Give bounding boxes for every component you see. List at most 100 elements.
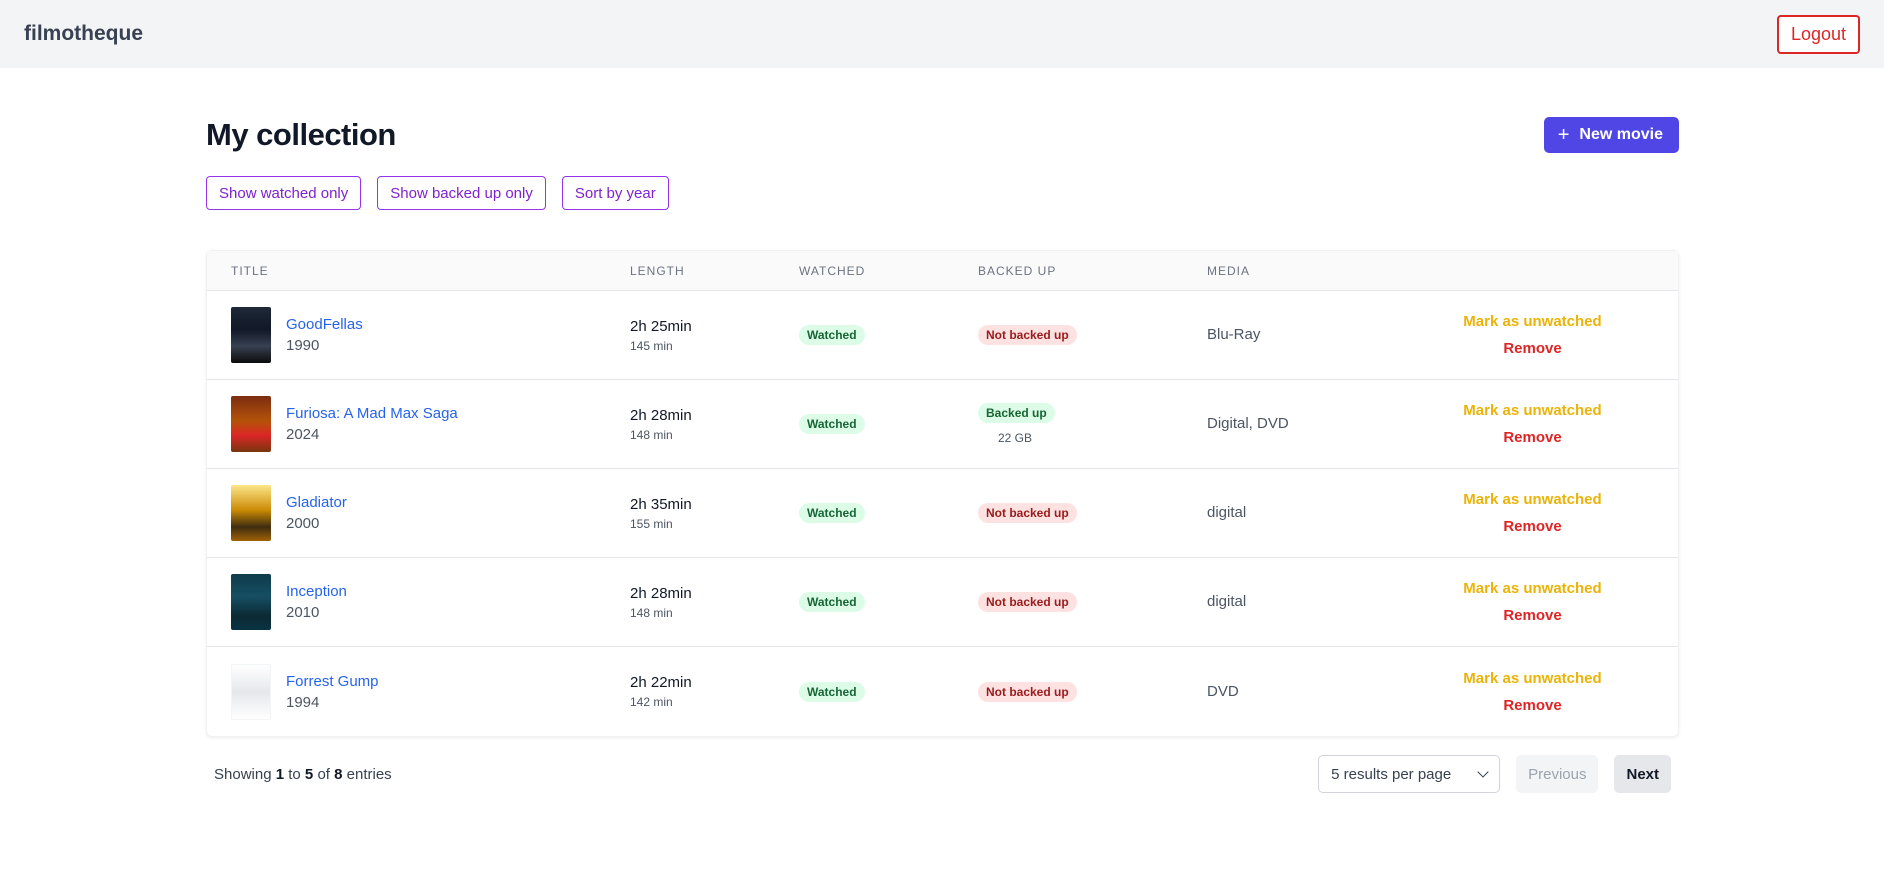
- movie-year: 1994: [286, 693, 320, 711]
- main-content: My collection + New movie Show watched o…: [206, 68, 1679, 793]
- remove-button[interactable]: Remove: [1503, 429, 1562, 446]
- backup-status-badge: Not backed up: [978, 325, 1077, 345]
- show-watched-only-button[interactable]: Show watched only: [206, 176, 362, 210]
- range-from: 1: [275, 765, 285, 783]
- total-entries: 8: [334, 765, 343, 783]
- chevron-down-icon: [1477, 766, 1489, 778]
- length-minutes: 148 min: [630, 427, 673, 442]
- watched-cell: Watched: [799, 503, 978, 523]
- brand-logo[interactable]: filmotheque: [24, 22, 143, 45]
- length-minutes: 142 min: [630, 695, 673, 709]
- backed-up-cell: Not backed up: [978, 681, 1207, 702]
- remove-button[interactable]: Remove: [1503, 518, 1562, 535]
- watched-badge: Watched: [799, 681, 865, 702]
- movie-poster: [231, 574, 271, 630]
- media-text: Blu-Ray: [1207, 326, 1261, 343]
- entries-word: entries: [346, 765, 392, 783]
- actions-cell: Mark as unwatched Remove: [1387, 580, 1678, 624]
- title-cell: Forrest Gump 1994: [207, 663, 630, 720]
- table-header: TITLE LENGTH WATCHED BACKED UP MEDIA: [207, 251, 1678, 291]
- length-cell: 2h 22min 142 min: [630, 674, 799, 709]
- media-cell: digital: [1207, 593, 1387, 611]
- remove-button[interactable]: Remove: [1503, 696, 1562, 714]
- backed-up-cell: Not backed up: [978, 592, 1207, 612]
- previous-button[interactable]: Previous: [1516, 755, 1599, 793]
- watched-cell: Watched: [799, 414, 978, 434]
- movie-title-link[interactable]: Inception: [286, 583, 347, 600]
- movie-poster: [231, 307, 271, 363]
- entries-summary: Showing 1 to 5 of 8 entries: [214, 766, 392, 783]
- watched-cell: Watched: [799, 325, 978, 345]
- movies-table: TITLE LENGTH WATCHED BACKED UP MEDIA Goo…: [206, 250, 1679, 737]
- watched-cell: Watched: [799, 592, 978, 612]
- backup-status-badge: Not backed up: [978, 681, 1077, 702]
- pager: 5 results per page Previous Next: [1318, 755, 1671, 793]
- length-minutes: 148 min: [630, 605, 673, 620]
- page-title: My collection: [206, 117, 396, 152]
- length-cell: 2h 25min 145 min: [630, 318, 799, 353]
- table-row: GoodFellas 1990 2h 25min 145 min Watched…: [207, 291, 1678, 380]
- backed-up-cell: Not backed up: [978, 503, 1207, 523]
- watched-badge: Watched: [799, 325, 865, 345]
- media-cell: Digital, DVD: [1207, 415, 1387, 433]
- media-cell: Blu-Ray: [1207, 326, 1387, 344]
- header-length: LENGTH: [630, 263, 685, 278]
- backup-size: 22 GB: [998, 431, 1033, 445]
- showing-prefix: Showing: [214, 765, 272, 783]
- per-page-select[interactable]: 5 results per page: [1318, 755, 1501, 793]
- sort-by-year-button[interactable]: Sort by year: [561, 176, 669, 210]
- movie-poster: [231, 485, 271, 541]
- title-cell: GoodFellas 1990: [207, 307, 630, 363]
- backup-status-badge: Not backed up: [978, 592, 1077, 612]
- length-formatted: 2h 28min: [630, 406, 692, 424]
- backed-up-cell: Not backed up: [978, 325, 1207, 345]
- length-formatted: 2h 25min: [630, 317, 692, 335]
- title-cell: Furiosa: A Mad Max Saga 2024: [207, 396, 630, 452]
- mark-unwatched-button[interactable]: Mark as unwatched: [1463, 580, 1602, 597]
- remove-button[interactable]: Remove: [1503, 340, 1562, 357]
- backup-status-badge: Backed up: [978, 403, 1055, 423]
- next-button[interactable]: Next: [1614, 755, 1671, 793]
- plus-icon: +: [1557, 124, 1570, 146]
- length-formatted: 2h 28min: [630, 584, 692, 602]
- actions-cell: Mark as unwatched Remove: [1387, 491, 1678, 535]
- header-media: MEDIA: [1207, 263, 1251, 278]
- mark-unwatched-button[interactable]: Mark as unwatched: [1463, 402, 1602, 419]
- watched-badge: Watched: [799, 503, 865, 523]
- length-formatted: 2h 22min: [630, 674, 692, 691]
- table-row: Furiosa: A Mad Max Saga 2024 2h 28min 14…: [207, 380, 1678, 469]
- movie-title-link[interactable]: Furiosa: A Mad Max Saga: [286, 405, 458, 422]
- to-word: to: [288, 765, 301, 783]
- media-text: DVD: [1207, 682, 1239, 700]
- new-movie-label: New movie: [1579, 126, 1663, 143]
- actions-cell: Mark as unwatched Remove: [1387, 670, 1678, 714]
- logout-button[interactable]: Logout: [1776, 14, 1860, 54]
- range-to: 5: [304, 765, 314, 783]
- media-text: Digital, DVD: [1207, 415, 1289, 432]
- header-watched: WATCHED: [799, 263, 866, 278]
- movie-year: 2024: [286, 426, 320, 443]
- movie-year: 1990: [286, 337, 320, 354]
- length-minutes: 155 min: [630, 516, 673, 531]
- movie-title-link[interactable]: GoodFellas: [286, 316, 363, 333]
- media-text: digital: [1207, 504, 1247, 521]
- movie-year: 2000: [286, 515, 320, 532]
- per-page-value: 5 results per page: [1331, 765, 1452, 783]
- backup-status-badge: Not backed up: [978, 503, 1077, 523]
- movie-title-link[interactable]: Gladiator: [286, 494, 347, 511]
- movie-title-link[interactable]: Forrest Gump: [286, 672, 379, 690]
- title-cell: Gladiator 2000: [207, 485, 630, 541]
- remove-button[interactable]: Remove: [1503, 607, 1562, 624]
- new-movie-button[interactable]: + New movie: [1543, 117, 1679, 153]
- watched-cell: Watched: [799, 681, 978, 702]
- media-cell: digital: [1207, 504, 1387, 522]
- mark-unwatched-button[interactable]: Mark as unwatched: [1463, 669, 1602, 687]
- media-cell: DVD: [1207, 683, 1387, 701]
- length-cell: 2h 35min 155 min: [630, 496, 799, 531]
- show-backed-up-only-button[interactable]: Show backed up only: [377, 176, 546, 210]
- mark-unwatched-button[interactable]: Mark as unwatched: [1463, 313, 1602, 330]
- mark-unwatched-button[interactable]: Mark as unwatched: [1463, 491, 1602, 508]
- backed-up-cell: Backed up 22 GB: [978, 403, 1207, 445]
- header-title: TITLE: [231, 263, 269, 278]
- movie-poster: [231, 663, 271, 720]
